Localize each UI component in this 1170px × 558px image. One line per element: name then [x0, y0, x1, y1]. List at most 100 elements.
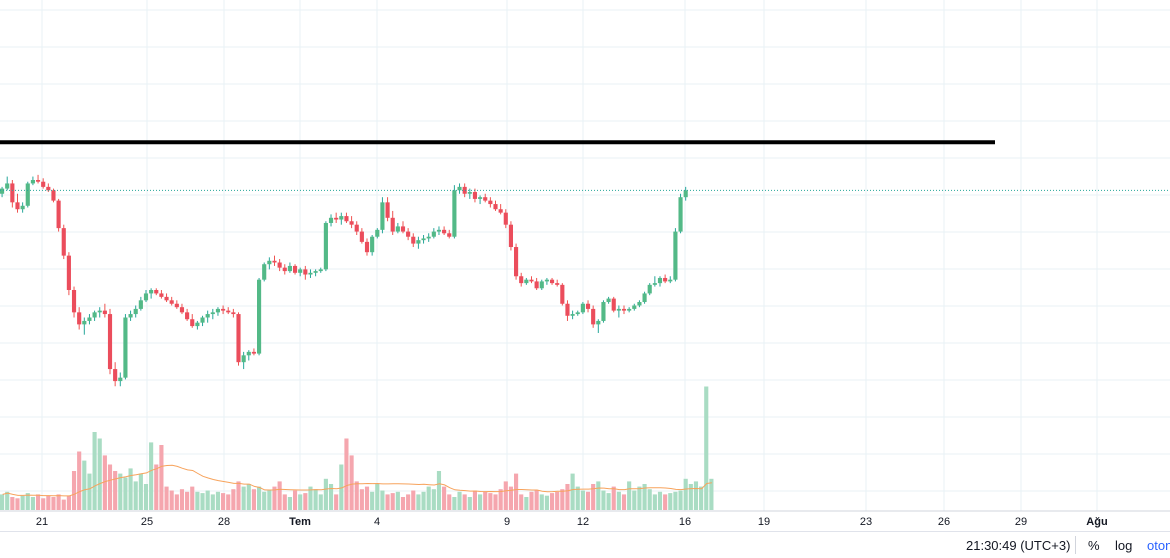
candle-body [539, 281, 544, 289]
volume-bar [298, 494, 303, 510]
volume-bar [179, 489, 185, 510]
volume-bar [5, 491, 10, 510]
candle-body [0, 188, 5, 194]
volume-bar [154, 464, 159, 510]
volume-bar [236, 481, 241, 510]
candle-body [395, 226, 400, 232]
candle-body [10, 183, 15, 203]
candle-body [611, 298, 616, 311]
candle-body [467, 192, 472, 194]
time-axis-label: 12 [577, 516, 589, 528]
volume-bar [549, 493, 555, 510]
candle-body [46, 186, 51, 191]
volume-bar [323, 478, 328, 510]
candle-body [498, 209, 503, 213]
time-axis-label: 9 [504, 516, 510, 528]
volume-bar [41, 498, 46, 510]
volume-bar [632, 490, 637, 510]
volume-bar [452, 497, 457, 510]
volume-bar [303, 493, 308, 510]
volume-bar [524, 497, 529, 510]
time-axis-label: 28 [218, 516, 230, 528]
volume-bar [400, 497, 406, 510]
volume-bar [442, 486, 447, 510]
candle-body [128, 314, 133, 318]
candle-body [431, 231, 436, 237]
time-axis-label: 26 [938, 516, 950, 528]
auto-scale-toggle[interactable]: oton [1147, 538, 1170, 553]
volume-bar [25, 493, 30, 510]
log-scale-toggle[interactable]: log [1115, 538, 1133, 553]
candle-body [544, 279, 549, 282]
candle-body [529, 279, 534, 282]
volume-bar [431, 489, 436, 510]
candle-body [616, 308, 621, 311]
volume-bar [498, 489, 503, 510]
volume-bar [257, 486, 262, 510]
grid [0, 0, 1170, 511]
volume-bar [251, 489, 256, 510]
time-axis-label: Ağu [1086, 516, 1107, 528]
candle-body [323, 222, 328, 270]
percent-scale-toggle[interactable]: % [1088, 538, 1100, 553]
candle-body [442, 229, 447, 234]
volume-bar [699, 486, 704, 510]
candle-body [251, 351, 256, 354]
candle-body [154, 290, 159, 294]
volume-bar [544, 495, 549, 510]
candle-body [519, 276, 524, 284]
candle-body [267, 260, 272, 265]
volume-bar [539, 494, 544, 510]
candle-body [354, 224, 359, 232]
volume-bar [169, 490, 174, 510]
candle-body [426, 236, 431, 239]
candle-body [313, 271, 318, 273]
volume-bar [591, 484, 596, 510]
candle-body [493, 204, 498, 210]
candle-body [221, 308, 226, 311]
candle-body [606, 298, 611, 303]
volume-bar [390, 493, 395, 510]
candle-body [683, 190, 688, 198]
candlesticks [0, 174, 688, 387]
candle-body [668, 279, 673, 282]
volume-bar [272, 486, 277, 510]
candle-body [82, 320, 87, 325]
candle-body [673, 231, 678, 280]
candle-body [133, 308, 138, 315]
time-axis[interactable]: 21 25 28 Tem 4 9 12 16 19 23 26 29 Ağu [36, 516, 1108, 528]
volume-bar [282, 494, 287, 510]
volume-bar [647, 489, 652, 510]
candle-body [385, 202, 390, 218]
volume-bar [313, 489, 318, 510]
candle-body [15, 202, 20, 210]
candle-body [164, 296, 169, 301]
volume-bar [128, 468, 133, 510]
candle-body [282, 267, 287, 272]
volume-bar [503, 481, 508, 510]
volume-bar [616, 491, 621, 510]
volume-bar [370, 491, 375, 510]
volume-bar [580, 490, 585, 510]
candle-body [20, 205, 25, 210]
candle-body [169, 300, 174, 304]
candle-body [102, 310, 107, 315]
volume-bar [159, 445, 164, 510]
volume-bar [447, 494, 452, 510]
candle-body [236, 314, 241, 363]
candle-body [657, 277, 663, 284]
volume-bar [97, 438, 102, 510]
candle-body [457, 186, 462, 191]
volume-bar [246, 484, 251, 510]
candle-body [226, 310, 231, 313]
candle-body [41, 181, 46, 187]
volume-bar [20, 495, 25, 510]
volume-bar [627, 481, 632, 510]
price-chart[interactable]: 21 25 28 Tem 4 9 12 16 19 23 26 29 Ağu [0, 0, 1170, 531]
volume-bar [287, 497, 292, 510]
volume-bar [668, 493, 673, 510]
volume-bar [673, 491, 678, 510]
candle-body [334, 217, 339, 220]
volume-bar [185, 491, 190, 510]
